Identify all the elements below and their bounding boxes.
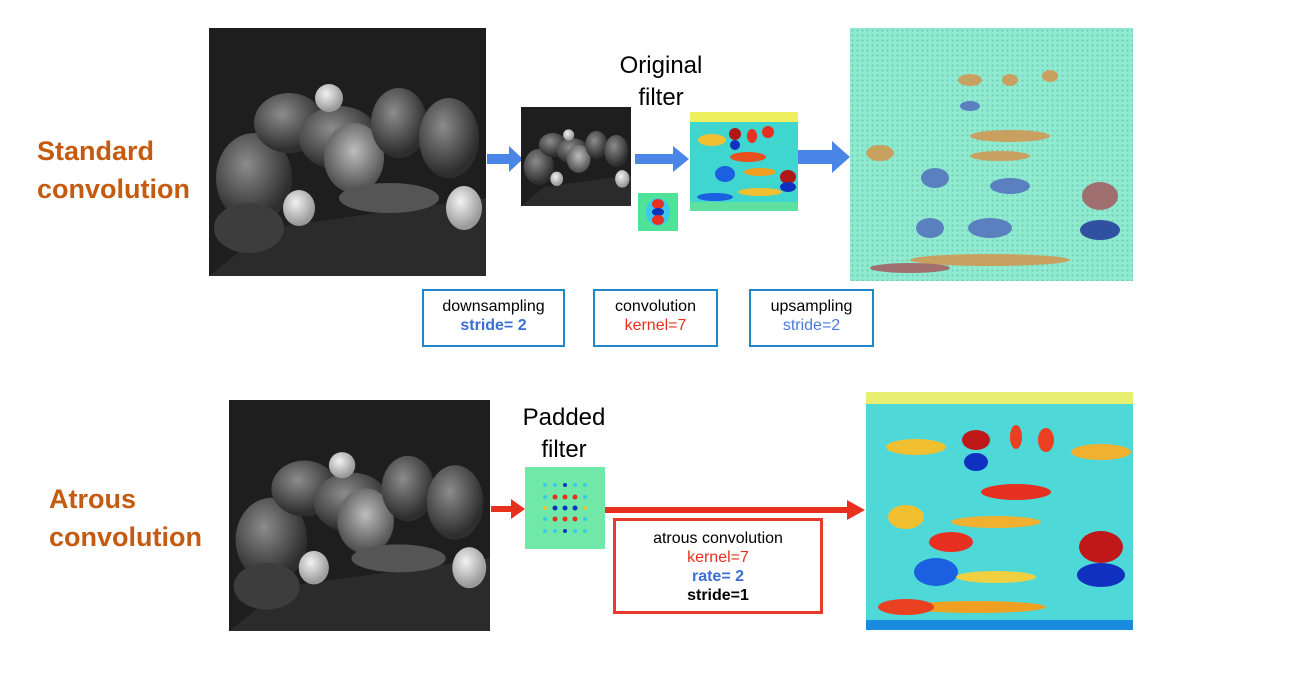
upsampling-stride: stride=2 bbox=[782, 317, 841, 334]
atrous-label-line2: convolution bbox=[49, 522, 202, 552]
atrous-op-stride: stride=1 bbox=[687, 587, 749, 604]
padded-filter-caption-line1: Padded bbox=[522, 404, 606, 431]
original-filter-kernel bbox=[638, 193, 678, 231]
conv-feature-map-small bbox=[690, 112, 798, 211]
convolution-box: convolution kernel=7 bbox=[593, 289, 718, 347]
atrous-op-title: atrous convolution bbox=[653, 530, 783, 547]
standard-label-line2: convolution bbox=[37, 174, 190, 204]
upsampled-output-map bbox=[850, 28, 1133, 281]
atrous-input-image-peppers bbox=[229, 400, 490, 631]
downsampling-arrow bbox=[487, 146, 523, 177]
padded-filter-caption-line2: filter bbox=[541, 436, 587, 463]
input-image-peppers bbox=[209, 28, 486, 276]
original-filter-caption-line2: filter bbox=[638, 84, 684, 111]
upsampling-title: upsampling bbox=[770, 298, 853, 315]
convolution-title: convolution bbox=[615, 298, 696, 315]
downsampling-title: downsampling bbox=[442, 298, 545, 315]
atrous-convolution-box: atrous convolution kernel=7 rate= 2 stri… bbox=[613, 518, 823, 614]
downsampling-stride: stride= 2 bbox=[460, 317, 527, 334]
padded-filter-caption: Padded filter bbox=[494, 402, 634, 466]
upsampling-arrow bbox=[798, 141, 850, 178]
atrous-output-map bbox=[866, 392, 1133, 630]
original-filter-caption-line1: Original bbox=[619, 52, 703, 79]
padded-filter-kernel bbox=[525, 467, 605, 549]
original-filter-caption: Original filter bbox=[591, 50, 731, 114]
standard-convolution-label: Standard convolution bbox=[37, 132, 190, 208]
atrous-convolution-label: Atrous convolution bbox=[49, 480, 202, 556]
atrous-convolution-arrow bbox=[605, 499, 865, 526]
convolution-kernel: kernel=7 bbox=[624, 317, 687, 334]
atrous-input-arrow bbox=[491, 499, 525, 524]
atrous-label-line1: Atrous bbox=[49, 484, 136, 514]
atrous-op-rate: rate= 2 bbox=[691, 568, 745, 585]
convolution-arrow bbox=[635, 146, 689, 177]
downsampling-box: downsampling stride= 2 bbox=[422, 289, 565, 347]
standard-label-line1: Standard bbox=[37, 136, 155, 166]
downsampled-image bbox=[521, 107, 631, 206]
upsampling-box: upsampling stride=2 bbox=[749, 289, 874, 347]
atrous-op-kernel: kernel=7 bbox=[687, 549, 749, 566]
